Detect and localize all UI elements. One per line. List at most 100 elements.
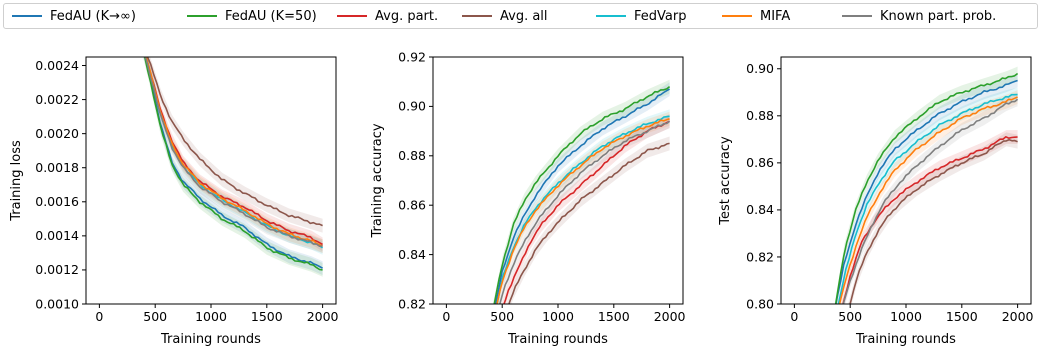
y-tick-label: 0.0014 xyxy=(35,228,79,243)
legend-swatch xyxy=(337,15,367,17)
series-line xyxy=(143,57,323,271)
y-axis-label: Test accuracy xyxy=(718,136,733,226)
legend-label: FedVarp xyxy=(634,8,687,24)
series-band xyxy=(495,111,670,304)
y-tick-label: 0.0022 xyxy=(35,92,79,107)
legend-label: Avg. all xyxy=(500,8,548,24)
y-tick-label: 0.80 xyxy=(746,296,774,311)
legend-item: Avg. all xyxy=(462,4,548,28)
legend-item: Known part. prob. xyxy=(842,4,996,28)
x-tick-label: 2000 xyxy=(1002,309,1034,324)
legend-swatch xyxy=(596,15,626,17)
chart-panel: 0 500 1000 1500 2000 0.0010 0.0012 0.0014 0.0016… xyxy=(9,56,339,347)
series-band xyxy=(837,90,1018,304)
series-line xyxy=(496,118,670,304)
legend-label: Known part. prob. xyxy=(880,8,997,24)
series-band xyxy=(145,57,323,233)
y-tick-label: 0.84 xyxy=(398,247,426,262)
series-band xyxy=(501,114,670,304)
series-band xyxy=(841,92,1018,304)
legend-label: FedAU (K=50) xyxy=(225,8,317,24)
plot-area xyxy=(493,79,671,304)
legend-label: Avg. part. xyxy=(375,8,439,24)
chart-panel: 0 500 1000 1500 2000 0.82 0.84 0.86 0.88 0.90 0.92… xyxy=(370,49,686,347)
series-line xyxy=(496,115,670,304)
series-line xyxy=(498,120,671,304)
legend-item: FedVarp xyxy=(596,4,686,28)
series-line xyxy=(842,136,1018,304)
x-tick-label: 0 xyxy=(95,309,103,324)
legend-swatch xyxy=(722,15,752,17)
series-band xyxy=(834,66,1018,304)
y-tick-label: 0.92 xyxy=(398,49,426,64)
x-tick-label: 1500 xyxy=(946,309,978,324)
legend-swatch xyxy=(12,15,42,17)
x-axis-label: Training rounds xyxy=(507,332,608,347)
series-line xyxy=(144,57,323,269)
series-line xyxy=(493,85,671,304)
y-tick-label: 0.0012 xyxy=(35,262,79,277)
x-tick-label: 500 xyxy=(143,309,167,324)
x-tick-label: 2000 xyxy=(654,309,686,324)
series-line xyxy=(837,93,1018,304)
y-tick-label: 0.84 xyxy=(746,202,774,217)
y-axis-label: Training loss xyxy=(9,140,24,222)
y-tick-label: 0.86 xyxy=(398,198,426,213)
series-line xyxy=(145,57,323,247)
series-band xyxy=(494,82,670,304)
plot-area xyxy=(142,57,324,277)
series-line xyxy=(503,120,670,304)
legend-item: FedAU (K→∞) xyxy=(12,4,136,28)
y-tick-label: 0.82 xyxy=(746,249,774,264)
legend-item: MIFA xyxy=(722,4,790,28)
series-line xyxy=(842,98,1019,304)
y-tick-label: 0.0024 xyxy=(35,58,79,73)
y-tick-label: 0.0010 xyxy=(35,296,79,311)
y-tick-label: 0.88 xyxy=(746,108,774,123)
y-tick-label: 0.88 xyxy=(398,148,426,163)
x-tick-label: 1500 xyxy=(251,309,283,324)
y-tick-label: 0.86 xyxy=(746,155,774,170)
y-tick-label: 0.0018 xyxy=(35,160,79,175)
y-tick-label: 0.0016 xyxy=(35,194,79,209)
x-tick-label: 0 xyxy=(790,309,798,324)
x-axis-label: Training rounds xyxy=(160,332,261,347)
x-tick-label: 500 xyxy=(490,309,514,324)
y-tick-label: 0.90 xyxy=(746,61,774,76)
series-band xyxy=(498,114,670,304)
x-tick-label: 1500 xyxy=(598,309,630,324)
legend-swatch xyxy=(187,15,217,17)
series-line xyxy=(494,88,670,304)
series-band xyxy=(848,132,1018,304)
y-tick-label: 0.0020 xyxy=(35,126,79,141)
series-line xyxy=(834,72,1019,304)
y-tick-label: 0.90 xyxy=(398,99,426,114)
x-tick-label: 0 xyxy=(442,309,450,324)
x-tick-label: 1000 xyxy=(542,309,574,324)
series-line xyxy=(508,142,670,304)
x-tick-label: 1000 xyxy=(890,309,922,324)
series-line xyxy=(144,57,323,247)
y-axis-label: Training accuracy xyxy=(370,123,385,238)
x-tick-label: 1000 xyxy=(195,309,227,324)
series-line xyxy=(835,79,1018,304)
chart-panel: 0 500 1000 1500 2000 0.80 0.82 0.84 0.86 0.88 0.90… xyxy=(718,56,1034,347)
legend-swatch xyxy=(842,15,872,17)
series-band xyxy=(493,79,670,304)
series-band xyxy=(836,87,1018,304)
legend-item: Avg. part. xyxy=(337,4,438,28)
x-axis-label: Training rounds xyxy=(855,332,956,347)
legend-label: FedAU (K→∞) xyxy=(50,8,136,24)
legend-swatch xyxy=(462,15,492,17)
series-line xyxy=(146,57,323,227)
legend: FedAU (K→∞) FedAU (K=50) Avg. part. Avg. al… xyxy=(3,3,1038,29)
series-band xyxy=(506,136,670,304)
y-tick-label: 0.82 xyxy=(398,296,426,311)
series-line xyxy=(849,139,1018,304)
legend-item: FedAU (K=50) xyxy=(187,4,317,28)
x-tick-label: 500 xyxy=(838,309,862,324)
series-line xyxy=(838,96,1018,304)
x-tick-label: 2000 xyxy=(307,309,339,324)
legend-label: MIFA xyxy=(760,8,791,24)
